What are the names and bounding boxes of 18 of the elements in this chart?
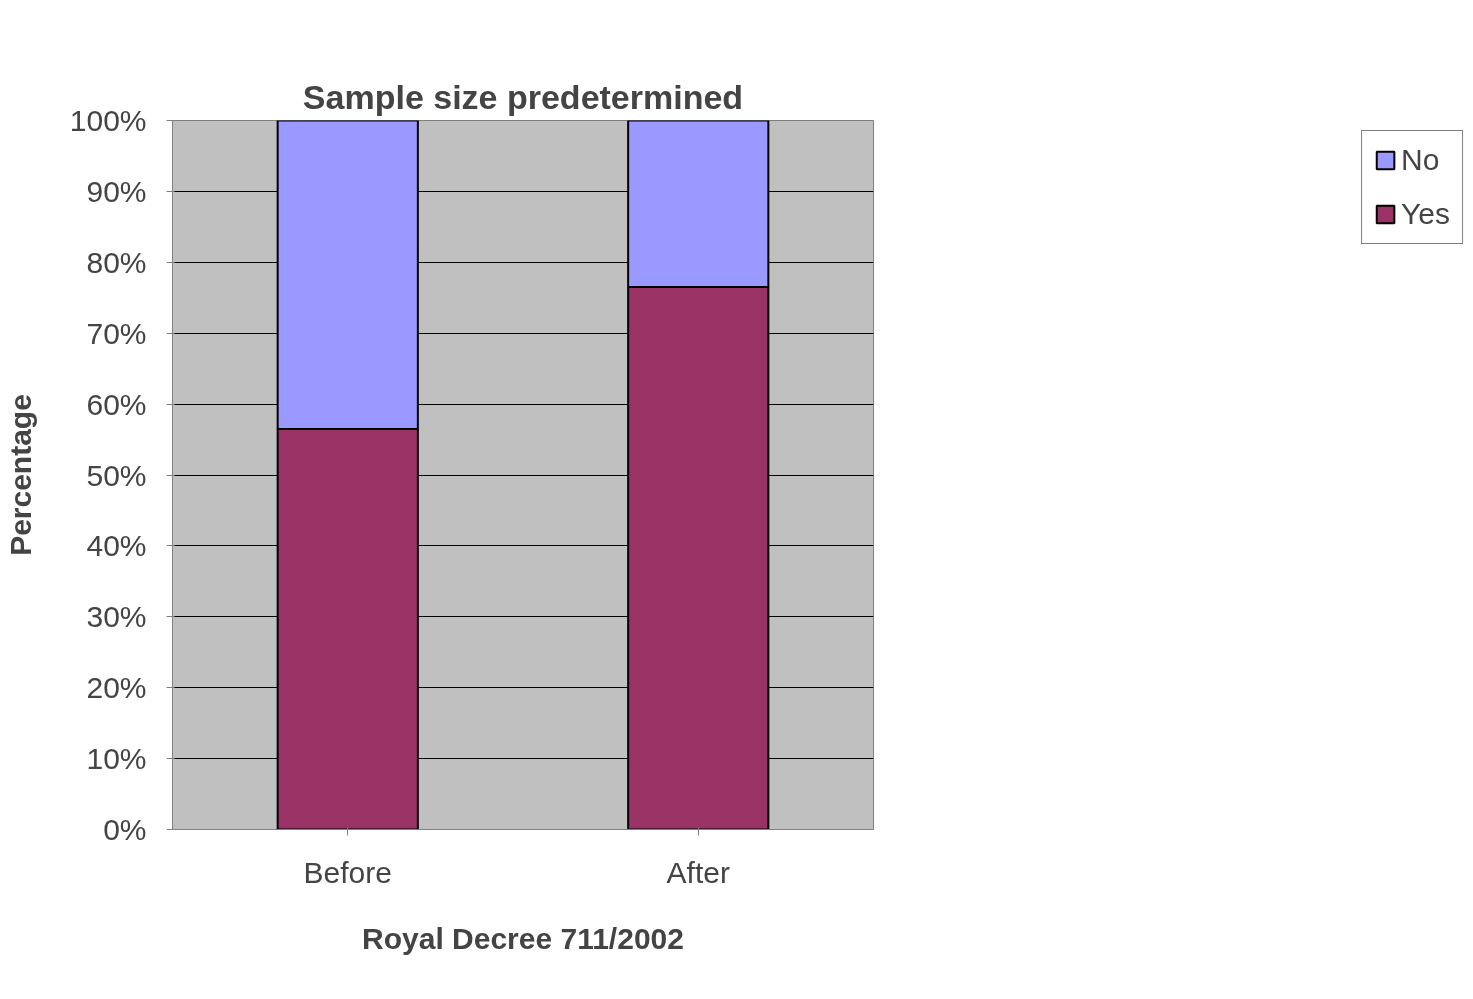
y-tick-label: 20% xyxy=(86,671,147,705)
legend-label: No xyxy=(1401,143,1440,177)
x-axis-title: Royal Decree 711/2002 xyxy=(362,921,684,955)
legend-label: Yes xyxy=(1401,197,1450,231)
x-tick-label: Before xyxy=(303,855,392,889)
y-tick-label: 0% xyxy=(103,813,147,846)
y-tick-label: 90% xyxy=(86,174,147,208)
y-tick-label: 40% xyxy=(86,529,147,563)
x-tick-label: After xyxy=(666,855,730,889)
chart-title: Sample size predetermined xyxy=(302,77,744,116)
y-tick-label: 80% xyxy=(86,245,147,279)
y-tick-label: 10% xyxy=(86,742,147,776)
y-tick-label: 50% xyxy=(86,458,147,492)
y-axis-title: Percentage xyxy=(3,394,37,556)
y-tick-label: 60% xyxy=(86,387,147,421)
y-tick-label: 30% xyxy=(86,600,147,634)
y-tick-label: 70% xyxy=(86,316,147,350)
y-tick-label: 100% xyxy=(69,104,147,137)
